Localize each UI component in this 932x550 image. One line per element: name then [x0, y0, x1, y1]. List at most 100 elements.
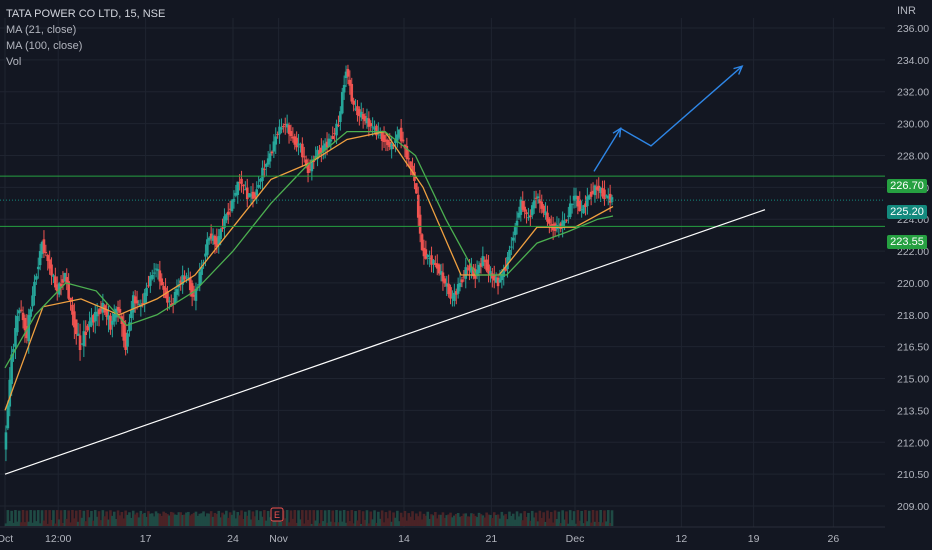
- candle-body: [523, 206, 526, 212]
- candle-body: [540, 201, 544, 209]
- volume-bar: [397, 521, 401, 526]
- candle-body: [454, 291, 458, 295]
- volume-bar: [38, 523, 42, 526]
- candle-body: [456, 284, 460, 294]
- volume-bar: [200, 513, 203, 526]
- ma100-legend[interactable]: MA (100, close): [6, 40, 83, 52]
- candle-body: [416, 194, 420, 218]
- candle-body: [582, 205, 585, 214]
- volume-bar: [483, 517, 487, 526]
- candle-body: [50, 264, 53, 276]
- volume-bar: [519, 513, 523, 526]
- candle-body: [542, 205, 545, 213]
- candle-body: [171, 303, 175, 305]
- drawing-annotations[interactable]: [0, 65, 885, 475]
- volume-bar: [466, 516, 469, 526]
- y-tick-label: 212.00: [897, 437, 929, 449]
- volume-bar: [116, 510, 120, 526]
- volume-bar: [261, 516, 264, 526]
- candle-body: [255, 189, 259, 196]
- volume-bar: [207, 513, 211, 526]
- volume-bar: [287, 522, 291, 526]
- volume-bar: [283, 518, 287, 526]
- volume-bar: [293, 510, 297, 526]
- candle-body: [181, 275, 184, 285]
- candle-body: [116, 307, 120, 311]
- volume-bar: [339, 510, 342, 526]
- volume-bar: [86, 510, 89, 526]
- candle-body: [46, 255, 50, 262]
- volume-bar: [504, 514, 507, 526]
- candle-body: [411, 165, 414, 175]
- volume-bar: [55, 510, 59, 526]
- volume-bar: [149, 513, 152, 526]
- volume-bar: [517, 516, 521, 526]
- candle-body: [399, 127, 403, 142]
- candle-body: [342, 84, 346, 93]
- candle-body: [513, 227, 517, 236]
- volume-bar: [225, 510, 228, 526]
- candle-body: [549, 224, 553, 227]
- candle-body: [228, 208, 232, 210]
- candle-body: [232, 198, 236, 202]
- earnings-marker[interactable]: E: [270, 507, 284, 522]
- volume-bar: [377, 511, 380, 526]
- volume-bar: [422, 513, 426, 526]
- volume-bar: [546, 510, 549, 526]
- candle-body: [443, 278, 447, 284]
- volume-bar: [358, 510, 361, 526]
- volume-bar: [21, 510, 25, 526]
- earnings-marker-box: [270, 507, 284, 522]
- volume-bar: [245, 515, 249, 526]
- candle-body: [82, 331, 86, 347]
- candle-body: [605, 195, 608, 197]
- volume-bar: [399, 512, 403, 526]
- volume-bar: [555, 519, 559, 526]
- candle-body: [321, 145, 325, 152]
- volume-bar: [312, 510, 316, 526]
- candle-body: [149, 276, 152, 286]
- volume-bar: [175, 515, 179, 526]
- candle-body: [118, 308, 122, 313]
- volume-bar: [529, 520, 532, 526]
- candle-body: [397, 129, 401, 138]
- candle-body: [491, 273, 494, 279]
- volume-bar: [527, 512, 530, 526]
- volume-bar: [320, 510, 323, 526]
- candle-body: [405, 146, 409, 159]
- volume-bar: [93, 510, 97, 526]
- volume-legend[interactable]: Vol: [6, 56, 22, 68]
- candle-body: [183, 276, 186, 280]
- candle-body: [48, 259, 51, 269]
- volume-bar: [325, 522, 329, 526]
- volume-bar: [485, 512, 488, 526]
- symbol-title[interactable]: TATA POWER CO LTD, 15, NSE: [6, 8, 166, 20]
- volume-bar: [126, 514, 129, 526]
- volume-bar: [46, 523, 50, 526]
- ma21-legend[interactable]: MA (21, close): [6, 24, 77, 36]
- candle-body: [565, 219, 568, 221]
- volume-bar: [99, 520, 103, 526]
- candle-body: [460, 279, 464, 283]
- currency-label: INR: [897, 5, 916, 17]
- candle-body: [521, 200, 525, 210]
- volume-bar: [302, 523, 306, 526]
- volume-bar: [306, 519, 310, 526]
- candle-body: [295, 137, 298, 148]
- time-axis[interactable]: Oct 12:00 17 24 Nov 14 21 Dec 12 19 26: [0, 526, 885, 545]
- volume-bar: [44, 510, 48, 526]
- candle-body: [152, 272, 156, 274]
- candle-body: [525, 212, 528, 215]
- candle-body: [188, 277, 192, 291]
- volume-bar: [80, 517, 84, 526]
- candle-body: [253, 192, 257, 198]
- candle-body: [466, 268, 469, 270]
- volume-bar: [413, 520, 416, 526]
- volume-bar: [183, 514, 186, 526]
- candle-body: [373, 127, 376, 130]
- volume-bar: [500, 511, 504, 526]
- volume-bar: [373, 510, 376, 526]
- volume-bar: [196, 515, 200, 526]
- candle-body: [312, 160, 316, 162]
